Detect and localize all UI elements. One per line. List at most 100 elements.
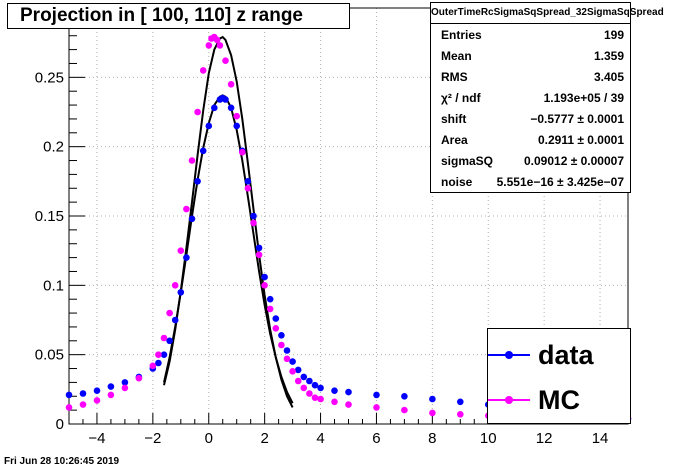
point-data xyxy=(300,373,308,381)
stats-label: shift xyxy=(441,111,467,126)
stats-value: −0.5777 ± 0.0001 xyxy=(530,111,624,126)
point-data xyxy=(177,289,185,296)
point-mc xyxy=(255,251,263,259)
point-mc xyxy=(155,351,162,359)
legend-marker-mc xyxy=(488,380,530,420)
point-mc xyxy=(457,411,464,418)
point-data xyxy=(199,147,207,155)
point-mc xyxy=(294,377,302,385)
stats-row: Entries 199 xyxy=(431,24,630,45)
point-data xyxy=(429,395,436,403)
point-mc xyxy=(250,219,257,227)
x-tick-label: −2 xyxy=(144,430,161,447)
point-data xyxy=(294,366,302,374)
point-mc xyxy=(244,185,252,192)
point-mc xyxy=(227,81,235,88)
point-mc xyxy=(289,368,296,375)
stats-label: sigmaSQ xyxy=(441,153,494,168)
point-mc xyxy=(135,374,143,382)
x-tick-label: 8 xyxy=(428,430,436,447)
legend-label-mc: MC xyxy=(538,384,580,415)
point-data xyxy=(272,315,280,322)
point-data xyxy=(306,377,313,385)
stats-row: Area 0.2911 ± 0.0001 xyxy=(431,129,630,150)
stats-label: Entries xyxy=(441,27,482,42)
point-mc xyxy=(65,404,73,411)
point-data xyxy=(160,351,168,359)
point-mc xyxy=(79,401,87,408)
point-mc xyxy=(205,42,213,49)
stats-value: 0.09012 ± 0.00007 xyxy=(523,153,624,168)
point-mc xyxy=(188,157,196,164)
x-tick-label: 14 xyxy=(592,430,609,447)
point-mc xyxy=(222,57,229,64)
legend-marker-data xyxy=(488,335,530,375)
point-mc xyxy=(373,404,380,411)
point-data xyxy=(155,359,162,367)
point-data xyxy=(227,104,235,112)
point-mc xyxy=(93,397,101,404)
point-mc xyxy=(183,205,190,213)
x-tick-label: 2 xyxy=(260,430,268,447)
grid-lines xyxy=(69,8,628,424)
point-mc xyxy=(272,325,280,332)
point-data xyxy=(373,391,380,399)
x-tick-label: 10 xyxy=(480,430,497,447)
point-data xyxy=(401,393,408,400)
point-mc xyxy=(311,394,319,402)
stats-value: 5.551e−16 ± 3.425e−07 xyxy=(496,174,624,189)
legend: data MC xyxy=(487,328,631,424)
stats-histogram-name: OuterTimeRcSigmaSqSpread_32SigmaSqSpread xyxy=(431,3,664,24)
point-mc xyxy=(345,401,352,408)
point-data xyxy=(345,388,352,396)
stats-row: RMS 3.405 xyxy=(431,66,630,87)
point-data xyxy=(188,215,196,223)
x-tick-label: 4 xyxy=(316,430,324,447)
point-data xyxy=(331,387,338,395)
stats-row: shift −0.5777 ± 0.0001 xyxy=(431,108,630,129)
point-mc xyxy=(213,36,221,44)
point-data xyxy=(211,104,218,112)
stats-value: 3.405 xyxy=(593,69,624,84)
point-data xyxy=(250,212,257,220)
y-tick-label: 0.25 xyxy=(35,69,64,86)
stats-label: noise xyxy=(441,174,473,189)
point-mc xyxy=(283,355,291,363)
stats-value: 1.359 xyxy=(593,48,624,63)
point-mc xyxy=(331,398,338,406)
point-data xyxy=(166,337,173,345)
point-data xyxy=(317,384,324,392)
point-data xyxy=(171,316,179,324)
point-mc xyxy=(194,108,201,116)
x-tick-label: −4 xyxy=(88,430,105,447)
fit-curves xyxy=(163,35,294,408)
stats-row: sigmaSQ 0.09012 ± 0.00007 xyxy=(431,150,630,171)
point-mc xyxy=(233,112,240,120)
x-tick-label: 12 xyxy=(536,430,553,447)
point-mc xyxy=(401,406,408,414)
stats-label: Area xyxy=(441,132,468,147)
point-data xyxy=(222,96,229,103)
y-tick-label: 0.15 xyxy=(35,208,64,225)
point-mc xyxy=(216,42,224,49)
stats-value: 0.2911 ± 0.0001 xyxy=(538,132,624,147)
point-mc xyxy=(278,341,285,349)
legend-label-data: data xyxy=(538,339,594,370)
legend-entry-data: data xyxy=(488,335,594,375)
point-mc xyxy=(199,67,207,74)
x-tick-label: 6 xyxy=(372,430,380,447)
point-data xyxy=(107,383,115,390)
point-mc xyxy=(239,148,246,156)
point-mc xyxy=(300,384,308,392)
point-mc xyxy=(107,391,115,399)
point-mc xyxy=(306,390,313,397)
point-mc xyxy=(266,305,274,313)
stats-row: noise 5.551e−16 ± 3.425e−07 xyxy=(431,171,630,192)
point-data xyxy=(289,358,296,365)
fit-curve-mc xyxy=(163,35,294,408)
point-data xyxy=(233,122,240,130)
point-mc xyxy=(317,395,324,403)
stats-label: Mean xyxy=(441,48,472,63)
stats-row: χ² / ndf 1.193e+05 / 39 xyxy=(431,87,630,108)
point-data xyxy=(65,391,73,399)
